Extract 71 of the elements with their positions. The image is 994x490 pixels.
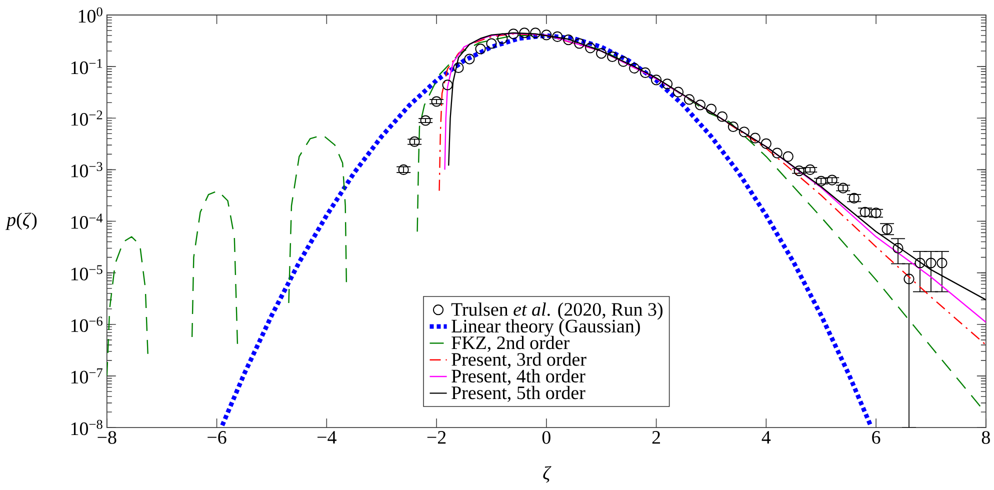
x-axis-title: ζ	[543, 466, 552, 482]
point	[738, 126, 750, 137]
point	[936, 258, 948, 268]
point	[574, 38, 585, 49]
legend-label: Present, 3rd order	[452, 352, 586, 368]
point	[716, 111, 728, 122]
point	[914, 258, 926, 268]
point	[497, 32, 508, 44]
y-tick-label: 10$^{−1}$	[71, 58, 102, 74]
point	[607, 51, 618, 62]
x-tick-label: 6	[872, 430, 880, 444]
point	[684, 94, 695, 105]
legend-label: Present, 4th order	[452, 368, 586, 386]
point	[431, 96, 442, 107]
point	[826, 174, 838, 186]
point	[629, 62, 640, 74]
point	[804, 164, 816, 175]
point	[420, 114, 431, 126]
point	[442, 79, 453, 90]
point	[552, 31, 563, 42]
x-tick-label: 0	[542, 430, 550, 444]
y-tick-label: 10$^{−3}$	[71, 162, 102, 178]
point	[694, 99, 706, 110]
point	[782, 151, 794, 162]
y-tick-label: 10$^{−2}$	[71, 110, 102, 126]
point	[464, 54, 475, 64]
x-tick-label: 2	[652, 430, 660, 444]
point	[838, 182, 848, 194]
point	[760, 138, 772, 149]
point	[508, 28, 519, 39]
x-tick-label: −2	[427, 430, 446, 444]
y-tick-label: 10$^{−4}$	[71, 213, 103, 229]
x-tick-label: 4	[762, 430, 771, 444]
point	[870, 207, 882, 218]
legend-label: Linear theory (Gaussian)	[452, 318, 640, 336]
point	[519, 27, 530, 38]
point	[892, 242, 904, 254]
point	[541, 29, 552, 40]
legend-label: Present, 5th order	[452, 386, 586, 402]
point	[926, 258, 936, 268]
point	[772, 148, 782, 158]
point	[848, 192, 860, 204]
line-series	[220, 33, 873, 428]
y-tick-label: 10$^{−6}$	[71, 316, 102, 332]
y-tick-label: 10$^{−7}$	[71, 368, 102, 384]
legend-label: FKZ, 2nd order	[452, 336, 570, 352]
point	[650, 74, 662, 86]
x-tick-label: −4	[317, 430, 336, 444]
point	[409, 136, 420, 147]
point	[530, 27, 541, 38]
x-tick-label: 8	[982, 430, 990, 444]
point	[728, 121, 738, 132]
x-tick-label: −6	[208, 430, 226, 444]
point	[585, 42, 596, 53]
point	[475, 43, 486, 54]
point	[750, 132, 760, 144]
point	[398, 164, 409, 175]
y-tick-label: 10$^{−5}$	[71, 265, 102, 280]
point	[640, 67, 651, 78]
point	[706, 104, 717, 114]
point	[563, 34, 574, 45]
point	[672, 86, 684, 98]
y-tick-label: 10$^{0}$	[78, 7, 102, 22]
point	[618, 56, 629, 67]
y-axis-title: p(ζ)	[5, 212, 37, 230]
point	[904, 273, 914, 284]
point	[453, 62, 464, 73]
point	[486, 38, 497, 49]
legend-label: Trulsen et al. (2020, Run 3)	[451, 302, 662, 320]
point	[662, 78, 673, 90]
point	[596, 48, 607, 58]
